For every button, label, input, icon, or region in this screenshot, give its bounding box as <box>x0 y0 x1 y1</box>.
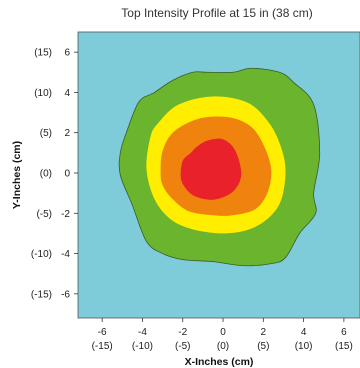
y-tick-label: 6 <box>64 48 70 59</box>
contour-layers <box>118 67 321 267</box>
y-axis-ticks: 6 (15) 4 (10) 2 (5) 0 (0) -2 (-5) -4 (-10) -6 (-15) <box>31 48 78 300</box>
x-tick-label: -2 <box>178 327 187 338</box>
x-tick-label: -4 <box>138 327 147 338</box>
x-tick-label: 4 <box>301 327 307 338</box>
y-tick-sublabel: (0) <box>40 168 52 179</box>
y-tick-sublabel: (-15) <box>31 289 52 300</box>
x-tick-label: 6 <box>341 327 347 338</box>
x-tick-sublabel: (5) <box>257 341 269 352</box>
x-axis-label: X-Inches (cm) <box>185 356 254 368</box>
y-axis-label: Y-Inches (cm) <box>11 141 23 209</box>
chart-title: Top Intensity Profile at 15 in (38 cm) <box>121 6 312 20</box>
y-tick-label: -4 <box>61 249 70 260</box>
x-axis-ticks: -6 (-15) -4 (-10) -2 (-5) 0 (0) 2 (5) 4 (10) 6 (15) <box>92 318 353 352</box>
x-tick-label: 2 <box>261 327 267 338</box>
x-tick-sublabel: (-10) <box>132 341 153 352</box>
y-tick-label: 4 <box>64 88 70 99</box>
x-tick-sublabel: (15) <box>335 341 353 352</box>
x-tick-sublabel: (-15) <box>92 341 113 352</box>
y-tick-sublabel: (10) <box>34 88 52 99</box>
x-tick-label: 0 <box>220 327 226 338</box>
y-tick-label: -6 <box>61 289 70 300</box>
contour-level-4 <box>180 138 242 200</box>
x-tick-sublabel: (10) <box>295 341 313 352</box>
y-tick-sublabel: (5) <box>40 128 52 139</box>
y-tick-sublabel: (-10) <box>31 249 52 260</box>
y-tick-label: 0 <box>64 168 70 179</box>
y-tick-label: 2 <box>64 128 70 139</box>
x-tick-sublabel: (0) <box>217 341 229 352</box>
y-tick-sublabel: (15) <box>34 48 52 59</box>
x-tick-sublabel: (-5) <box>175 341 191 352</box>
y-tick-label: -2 <box>61 209 70 220</box>
y-tick-sublabel: (-5) <box>36 209 52 220</box>
x-tick-label: -6 <box>98 327 107 338</box>
